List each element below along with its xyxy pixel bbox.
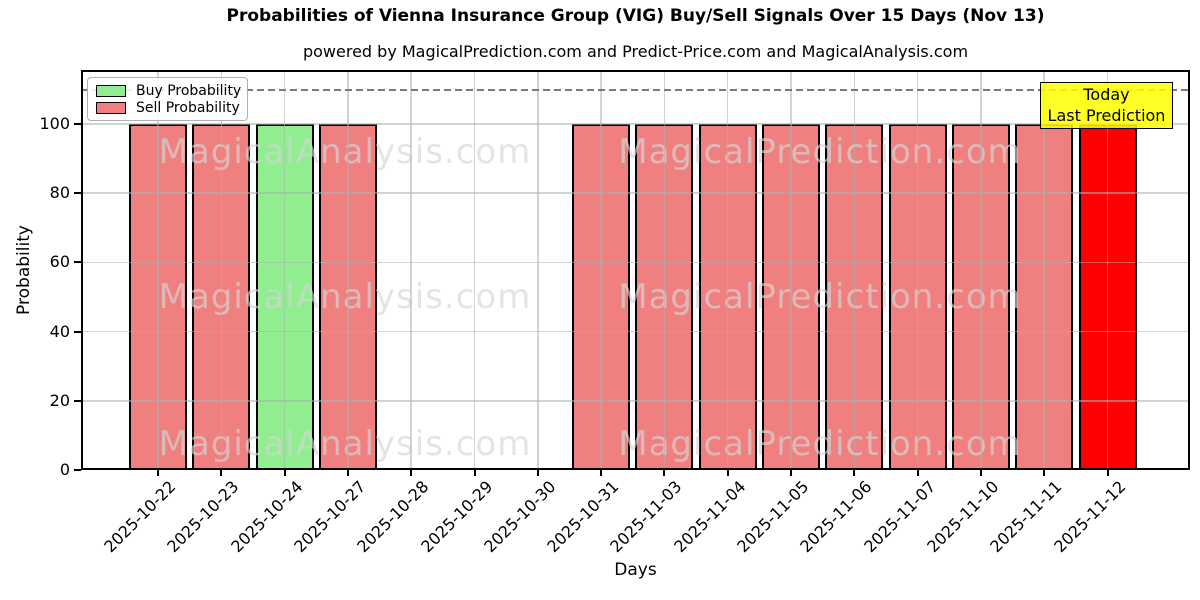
legend-item-sell: Sell Probability xyxy=(96,99,240,116)
x-tick-mark xyxy=(473,470,476,476)
v-gridline xyxy=(853,70,856,470)
legend-label-sell: Sell Probability xyxy=(136,99,240,116)
chart-title: Probabilities of Vienna Insurance Group … xyxy=(226,6,1045,26)
x-tick-mark xyxy=(536,470,539,476)
x-tick-mark xyxy=(790,470,792,476)
y-tick-mark xyxy=(74,399,81,402)
x-tick-mark xyxy=(283,470,286,476)
x-tick-mark xyxy=(979,470,982,476)
today-line2: Last Prediction xyxy=(1047,106,1166,125)
y-tick-label: 0 xyxy=(59,460,70,479)
x-tick-mark xyxy=(346,470,349,476)
h-gridline xyxy=(81,330,1190,333)
x-axis-label: Days xyxy=(614,560,657,580)
y-tick-mark xyxy=(74,123,81,125)
buy-color-swatch xyxy=(96,84,126,97)
x-tick-mark xyxy=(916,470,919,476)
y-tick-label: 40 xyxy=(49,321,70,341)
v-gridline xyxy=(916,70,919,470)
x-tick-mark xyxy=(1106,470,1109,476)
y-tick-label: 100 xyxy=(39,114,70,133)
v-gridline xyxy=(283,70,286,470)
watermark-text: MagicalAnalysis.com xyxy=(158,277,532,317)
x-tick-mark xyxy=(726,470,729,476)
y-tick-mark xyxy=(74,469,81,471)
watermark-text: MagicalPrediction.com xyxy=(618,277,1022,317)
h-gridline xyxy=(81,192,1190,194)
y-tick-label: 60 xyxy=(49,252,70,272)
watermark-text: MagicalAnalysis.com xyxy=(158,132,532,172)
watermark-text: MagicalPrediction.com xyxy=(618,424,1022,464)
y-tick-label: 80 xyxy=(49,183,70,203)
h-gridline xyxy=(81,261,1190,264)
h-gridline xyxy=(81,400,1190,402)
legend-item-buy: Buy Probability xyxy=(96,82,242,99)
today-annotation-box: Today Last Prediction xyxy=(1040,82,1173,129)
x-tick-label: 2025-10-22 xyxy=(100,477,180,557)
v-gridline xyxy=(410,70,412,470)
v-gridline xyxy=(473,70,476,470)
v-gridline xyxy=(157,70,159,470)
v-gridline xyxy=(347,70,349,470)
plot-area: MagicalAnalysis.com MagicalPrediction.co… xyxy=(81,70,1190,470)
v-gridline xyxy=(790,70,792,470)
legend: Buy Probability Sell Probability xyxy=(87,77,248,121)
v-gridline xyxy=(663,70,666,470)
v-gridline xyxy=(980,70,982,470)
x-tick-mark xyxy=(1043,470,1046,476)
v-gridline xyxy=(1106,70,1109,470)
v-gridline xyxy=(1043,70,1045,470)
sell-color-swatch xyxy=(96,101,126,114)
v-gridline xyxy=(600,70,602,470)
legend-label-buy: Buy Probability xyxy=(136,82,242,99)
y-tick-mark xyxy=(74,261,81,264)
y-tick-mark xyxy=(74,192,81,195)
x-tick-mark xyxy=(853,470,856,476)
x-tick-mark xyxy=(220,470,223,476)
chart-subtitle: powered by MagicalPrediction.com and Pre… xyxy=(302,42,969,61)
watermark-text: MagicalPrediction.com xyxy=(618,132,1022,172)
today-line1: Today xyxy=(1083,85,1130,104)
x-tick-mark xyxy=(157,470,159,476)
v-gridline xyxy=(537,70,539,470)
x-tick-mark xyxy=(600,470,603,476)
v-gridline xyxy=(220,70,223,470)
watermark-text: MagicalAnalysis.com xyxy=(158,424,532,464)
h-gridline xyxy=(81,123,1190,125)
x-tick-mark xyxy=(663,470,666,476)
y-tick-mark xyxy=(74,330,81,333)
v-gridline xyxy=(726,70,729,470)
y-tick-label: 20 xyxy=(49,390,70,410)
x-tick-mark xyxy=(410,470,413,476)
threshold-dashed-line xyxy=(81,88,1190,91)
